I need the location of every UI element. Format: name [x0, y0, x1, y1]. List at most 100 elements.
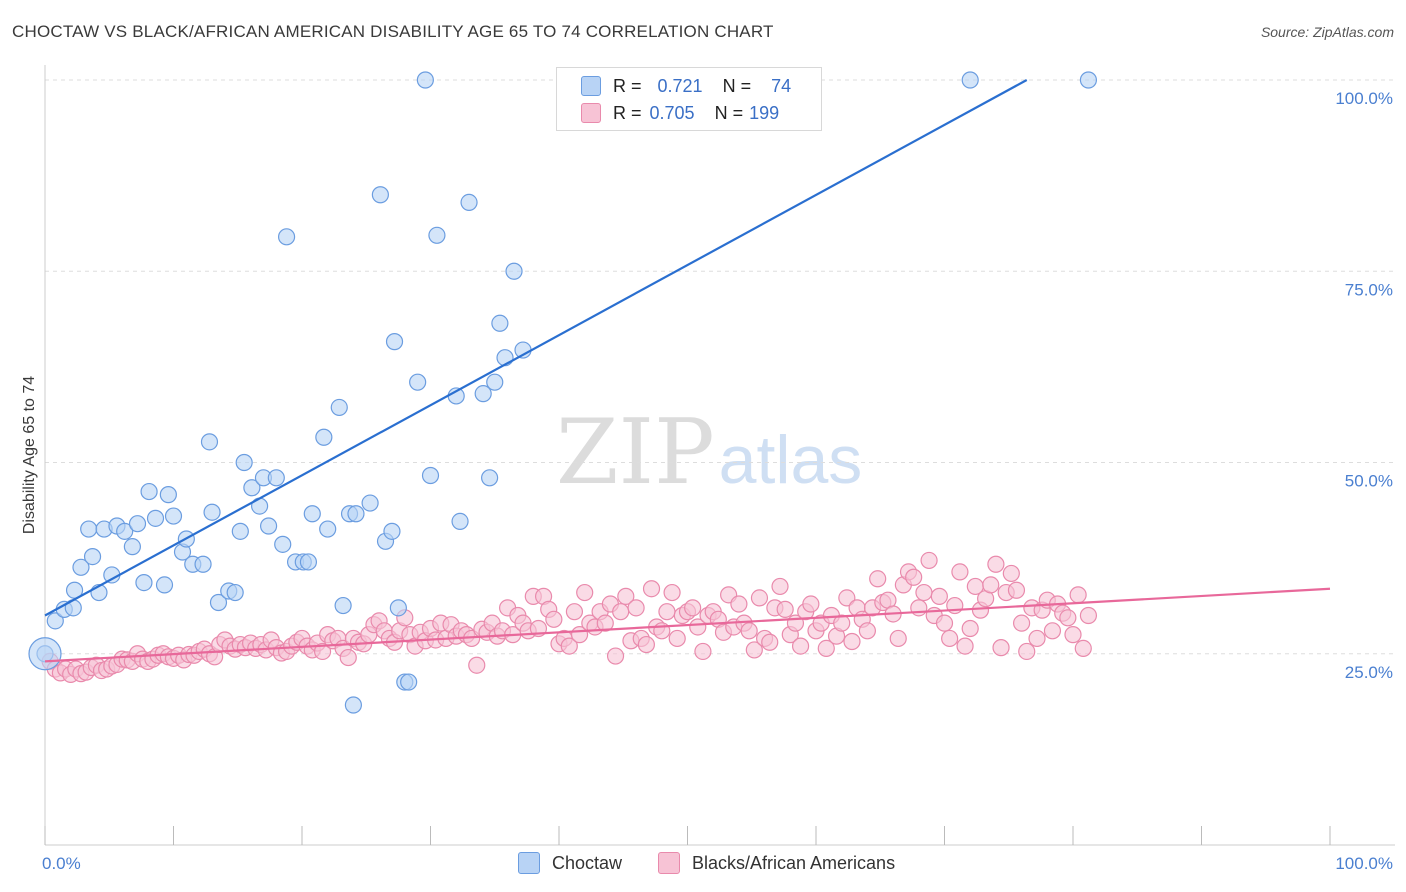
black-point: [740, 622, 758, 640]
axes: [44, 65, 1395, 846]
black-point: [627, 599, 645, 617]
choctaw-point: [274, 535, 292, 553]
legend-item-black: Blacks/African Americans: [658, 852, 895, 874]
choctaw-point: [203, 503, 221, 521]
black-point: [1043, 622, 1062, 640]
black-point: [1018, 642, 1036, 661]
watermark: ZIPatlas: [556, 400, 862, 505]
x-tick-label: 0.0%: [42, 854, 81, 873]
black-point: [617, 587, 635, 605]
choctaw-point: [164, 507, 183, 525]
tick-labels: 25.0% 50.0% 75.0% 100.0% 0.0% 100.0%: [42, 89, 1393, 873]
black-point: [560, 637, 578, 655]
choctaw-point: [226, 583, 244, 602]
choctaw-point: [200, 433, 219, 451]
black-point: [982, 576, 1000, 594]
choctaw-point: [135, 574, 153, 592]
choctaw-point: [361, 494, 379, 512]
black-point: [596, 614, 614, 632]
black-point: [689, 618, 707, 636]
choctaw-point: [505, 262, 523, 280]
black-point: [1064, 626, 1082, 644]
choctaw-point: [46, 612, 64, 630]
choctaw-point: [486, 373, 504, 391]
black-point: [1002, 564, 1020, 583]
stats-row-black: R = 0.705 N = 199: [581, 101, 779, 125]
black-point: [915, 583, 933, 602]
black-point: [663, 583, 681, 602]
black-point: [833, 614, 851, 632]
choctaw-point: [146, 509, 165, 527]
black-point: [1059, 609, 1077, 627]
grid-lines: [45, 79, 1395, 655]
x-tick-label: 100.0%: [1335, 854, 1393, 873]
choctaw-point: [400, 673, 418, 691]
choctaw-point: [83, 547, 102, 566]
choctaw-point: [491, 314, 509, 332]
choctaw-point: [116, 522, 134, 540]
black-point: [694, 642, 712, 661]
choctaw-point: [123, 538, 141, 556]
y-tick-label: 25.0%: [1345, 663, 1393, 682]
stats-legend: R = 0.721 N = 74 R = 0.705 N = 199: [556, 67, 822, 131]
black-point: [565, 603, 584, 621]
black-point: [1028, 629, 1046, 648]
choctaw-point: [277, 228, 296, 246]
choctaw-point: [155, 576, 174, 594]
black-swatch: [581, 103, 601, 123]
choctaw-point: [383, 522, 401, 540]
n-label: N =: [714, 102, 744, 123]
legend-item-choctaw: Choctaw: [518, 852, 622, 874]
n-value: 74: [771, 75, 792, 96]
black-point: [1012, 614, 1031, 632]
black-point: [776, 600, 794, 618]
chart-title: CHOCTAW VS BLACK/AFRICAN AMERICAN DISABI…: [12, 22, 774, 41]
r-label: R =: [613, 75, 642, 96]
choctaw-point: [421, 466, 440, 485]
choctaw-point: [334, 596, 352, 615]
black-point: [941, 629, 959, 648]
black-point: [612, 603, 630, 621]
r-value: 0.705: [649, 102, 695, 123]
choctaw-point: [409, 373, 427, 391]
choctaw-point: [299, 553, 318, 571]
choctaw-point: [159, 486, 177, 504]
black-point: [992, 639, 1010, 657]
black-point: [1069, 586, 1087, 604]
black-legend-swatch: [658, 852, 680, 874]
black-point: [545, 610, 563, 628]
black-point: [838, 589, 856, 607]
black-point: [905, 568, 923, 586]
choctaw-point: [371, 186, 389, 204]
black-point: [1074, 639, 1092, 657]
choctaw-point: [344, 696, 362, 714]
black-point: [637, 635, 655, 654]
y-tick-label: 75.0%: [1345, 280, 1393, 299]
black-point: [843, 632, 861, 651]
black-point: [858, 622, 877, 640]
choctaw-point: [347, 505, 365, 523]
y-tick-label: 100.0%: [1335, 89, 1393, 108]
choctaw-point: [235, 453, 253, 472]
choctaw-point: [961, 71, 979, 89]
choctaw-point: [80, 520, 98, 538]
y-axis-label: Disability Age 65 to 74: [21, 376, 38, 534]
choctaw-point: [303, 505, 321, 523]
black-point: [791, 637, 810, 655]
black-point: [684, 599, 702, 617]
trend-lines: [44, 79, 1331, 663]
black-point: [1007, 581, 1026, 599]
stats-row-choctaw: R = 0.721 N = 74: [581, 74, 792, 98]
black-point: [730, 595, 748, 613]
black-point: [468, 656, 486, 674]
choctaw-trend-line: [44, 79, 1028, 617]
black-point: [642, 580, 661, 598]
watermark-atlas: atlas: [718, 422, 863, 498]
black-point: [987, 555, 1005, 573]
black-point: [745, 641, 763, 659]
y-tick-label: 50.0%: [1345, 472, 1393, 491]
black-point: [606, 647, 625, 665]
choctaw-point: [259, 517, 278, 535]
black-point: [668, 629, 686, 648]
